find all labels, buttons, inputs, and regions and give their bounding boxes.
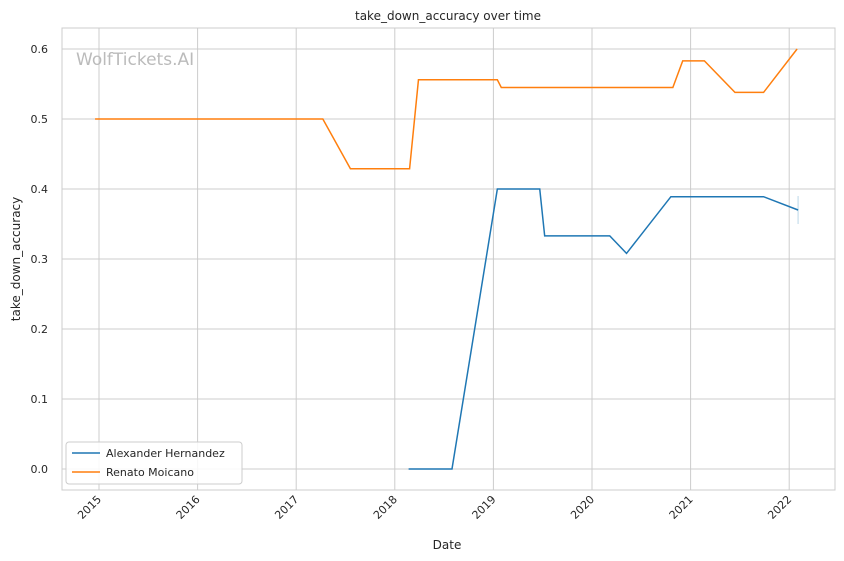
x-tick-label: 2022 (765, 493, 794, 522)
x-tick-label: 2017 (272, 493, 301, 522)
x-tick-label: 2018 (371, 493, 400, 522)
y-tick-label: 0.5 (31, 113, 49, 126)
x-tick-label: 2015 (75, 493, 104, 522)
y-axis-label: take_down_accuracy (9, 197, 23, 321)
x-axis-label: Date (433, 538, 462, 552)
y-tick-label: 0.4 (31, 183, 49, 196)
series-line-renato-moicano (95, 48, 798, 170)
y-tick-label: 0.3 (31, 253, 49, 266)
x-tick-label: 2016 (174, 493, 203, 522)
watermark: WolfTickets.AI (76, 50, 194, 70)
y-tick-label: 0.1 (31, 393, 49, 406)
y-tick-label: 0.2 (31, 323, 49, 336)
x-tick-label: 2019 (470, 493, 499, 522)
legend-label-alexander: Alexander Hernandez (106, 447, 225, 460)
x-tick-label: 2021 (667, 493, 696, 522)
y-tick-label: 0.0 (31, 463, 49, 476)
x-tick-label: 2020 (568, 493, 597, 522)
legend: Alexander Hernandez Renato Moicano (65, 441, 243, 485)
legend-label-renato: Renato Moicano (106, 466, 194, 479)
chart-title: take_down_accuracy over time (355, 9, 541, 23)
plot-frame (61, 27, 836, 491)
y-tick-label: 0.6 (31, 43, 49, 56)
series-line-alexander-hernandez (408, 188, 799, 470)
